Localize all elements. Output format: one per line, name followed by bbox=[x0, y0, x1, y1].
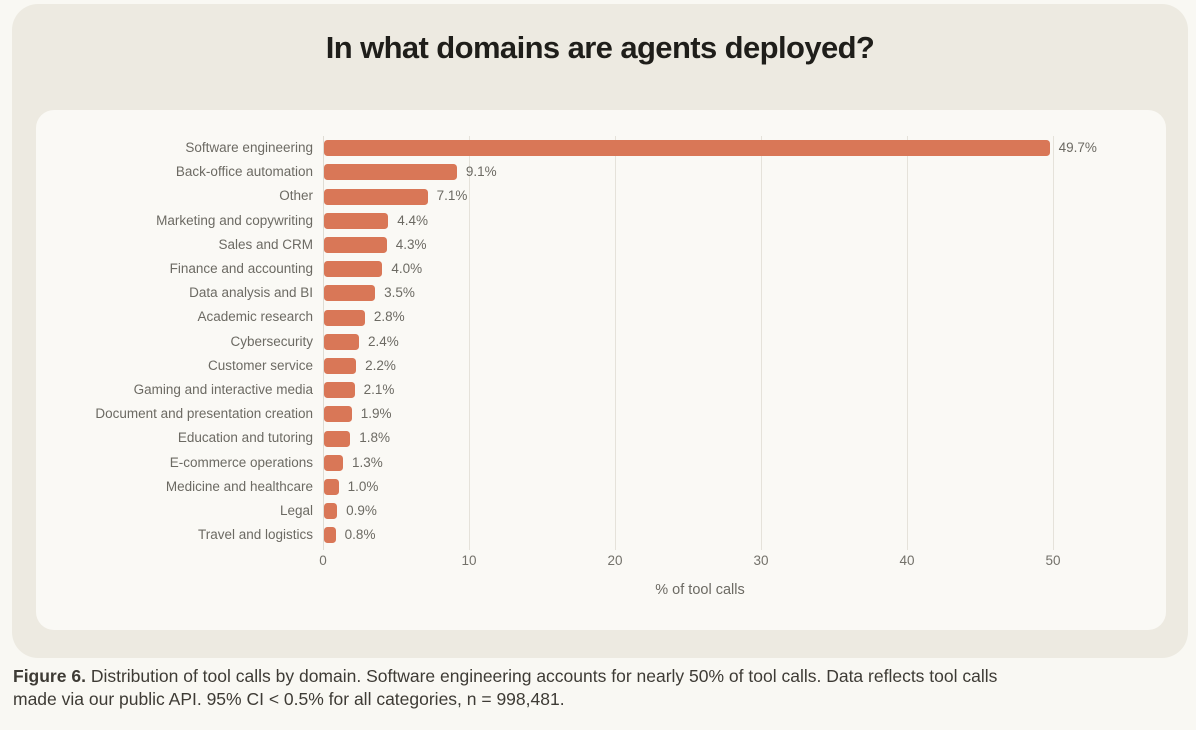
value-label: 0.9% bbox=[346, 503, 377, 518]
category-label: Customer service bbox=[207, 357, 313, 373]
x-tick-label: 50 bbox=[1045, 553, 1061, 568]
gridline bbox=[907, 136, 908, 550]
x-tick-label: 0 bbox=[319, 553, 327, 568]
bar bbox=[324, 382, 355, 399]
category-label: Marketing and copywriting bbox=[156, 212, 313, 228]
gridline bbox=[615, 136, 616, 550]
figure-caption-line1: Distribution of tool calls by domain. So… bbox=[90, 666, 998, 686]
x-tick-label: 30 bbox=[753, 553, 769, 568]
x-tick-label: 10 bbox=[461, 553, 477, 568]
figure-card: In what domains are agents deployed? 0 10… bbox=[12, 4, 1188, 658]
bar bbox=[324, 406, 352, 423]
category-label: Finance and accounting bbox=[169, 261, 313, 276]
category-label: Document and presentation creation bbox=[95, 406, 313, 422]
x-tick-label: 20 bbox=[607, 553, 623, 568]
bar bbox=[324, 503, 338, 520]
bar bbox=[324, 527, 336, 544]
value-label: 7.1% bbox=[436, 188, 468, 204]
value-label: 3.5% bbox=[384, 285, 415, 301]
x-tick-label: 40 bbox=[899, 553, 915, 568]
category-label: Data analysis and BI bbox=[189, 285, 313, 301]
category-label: Software engineering bbox=[185, 140, 313, 155]
bar bbox=[324, 212, 389, 229]
value-label: 49.7% bbox=[1058, 140, 1097, 155]
bar bbox=[324, 478, 339, 495]
bar bbox=[324, 454, 343, 471]
category-label: Medicine and healthcare bbox=[165, 478, 313, 494]
value-label: 4.4% bbox=[397, 212, 429, 228]
bar-chart-panel: 0 10 20 30 40 50 Software engineering 49.7% Back… bbox=[36, 110, 1166, 630]
value-label: 1.0% bbox=[347, 478, 379, 494]
figure-caption: Figure 6. Distribution of tool calls by … bbox=[13, 665, 1189, 711]
bar bbox=[324, 188, 428, 205]
category-label: Cybersecurity bbox=[230, 333, 313, 349]
gridline bbox=[469, 136, 470, 550]
value-label: 9.1% bbox=[465, 164, 497, 180]
gridline bbox=[761, 136, 762, 550]
category-label: Academic research bbox=[197, 309, 313, 325]
value-label: 2.4% bbox=[368, 333, 399, 349]
y-axis-line bbox=[323, 136, 324, 550]
value-label: 4.3% bbox=[395, 236, 427, 252]
bar bbox=[324, 164, 457, 181]
figure-caption-number: Figure 6. bbox=[13, 666, 86, 686]
value-label: 0.8% bbox=[344, 527, 376, 543]
bar bbox=[324, 357, 357, 374]
figure-caption-line2: made via our public API. 95% CI < 0.5% f… bbox=[13, 689, 565, 709]
bar bbox=[324, 140, 1050, 157]
gridline bbox=[1053, 136, 1054, 550]
value-label: 2.2% bbox=[365, 357, 396, 373]
bar bbox=[324, 430, 351, 447]
category-label: Legal bbox=[279, 503, 313, 518]
figure-title: In what domains are agents deployed? bbox=[325, 30, 875, 65]
bar bbox=[324, 236, 387, 253]
bar bbox=[324, 285, 376, 302]
bar bbox=[324, 261, 383, 278]
bar bbox=[324, 333, 360, 350]
category-label: Back-office automation bbox=[175, 164, 313, 180]
category-label: Travel and logistics bbox=[197, 527, 313, 543]
bar bbox=[324, 309, 365, 326]
category-label: E-commerce operations bbox=[169, 454, 313, 470]
x-axis-label: % of tool calls bbox=[655, 582, 745, 598]
value-label: 2.1% bbox=[363, 382, 395, 397]
value-label: 1.3% bbox=[351, 454, 383, 470]
value-label: 4.0% bbox=[391, 261, 423, 276]
value-label: 1.9% bbox=[360, 406, 392, 422]
value-label: 1.8% bbox=[359, 430, 391, 446]
category-label: Sales and CRM bbox=[218, 236, 313, 252]
value-label: 2.8% bbox=[373, 309, 405, 325]
category-label: Other bbox=[279, 188, 313, 204]
category-label: Gaming and interactive media bbox=[133, 382, 313, 397]
category-label: Education and tutoring bbox=[177, 430, 313, 446]
